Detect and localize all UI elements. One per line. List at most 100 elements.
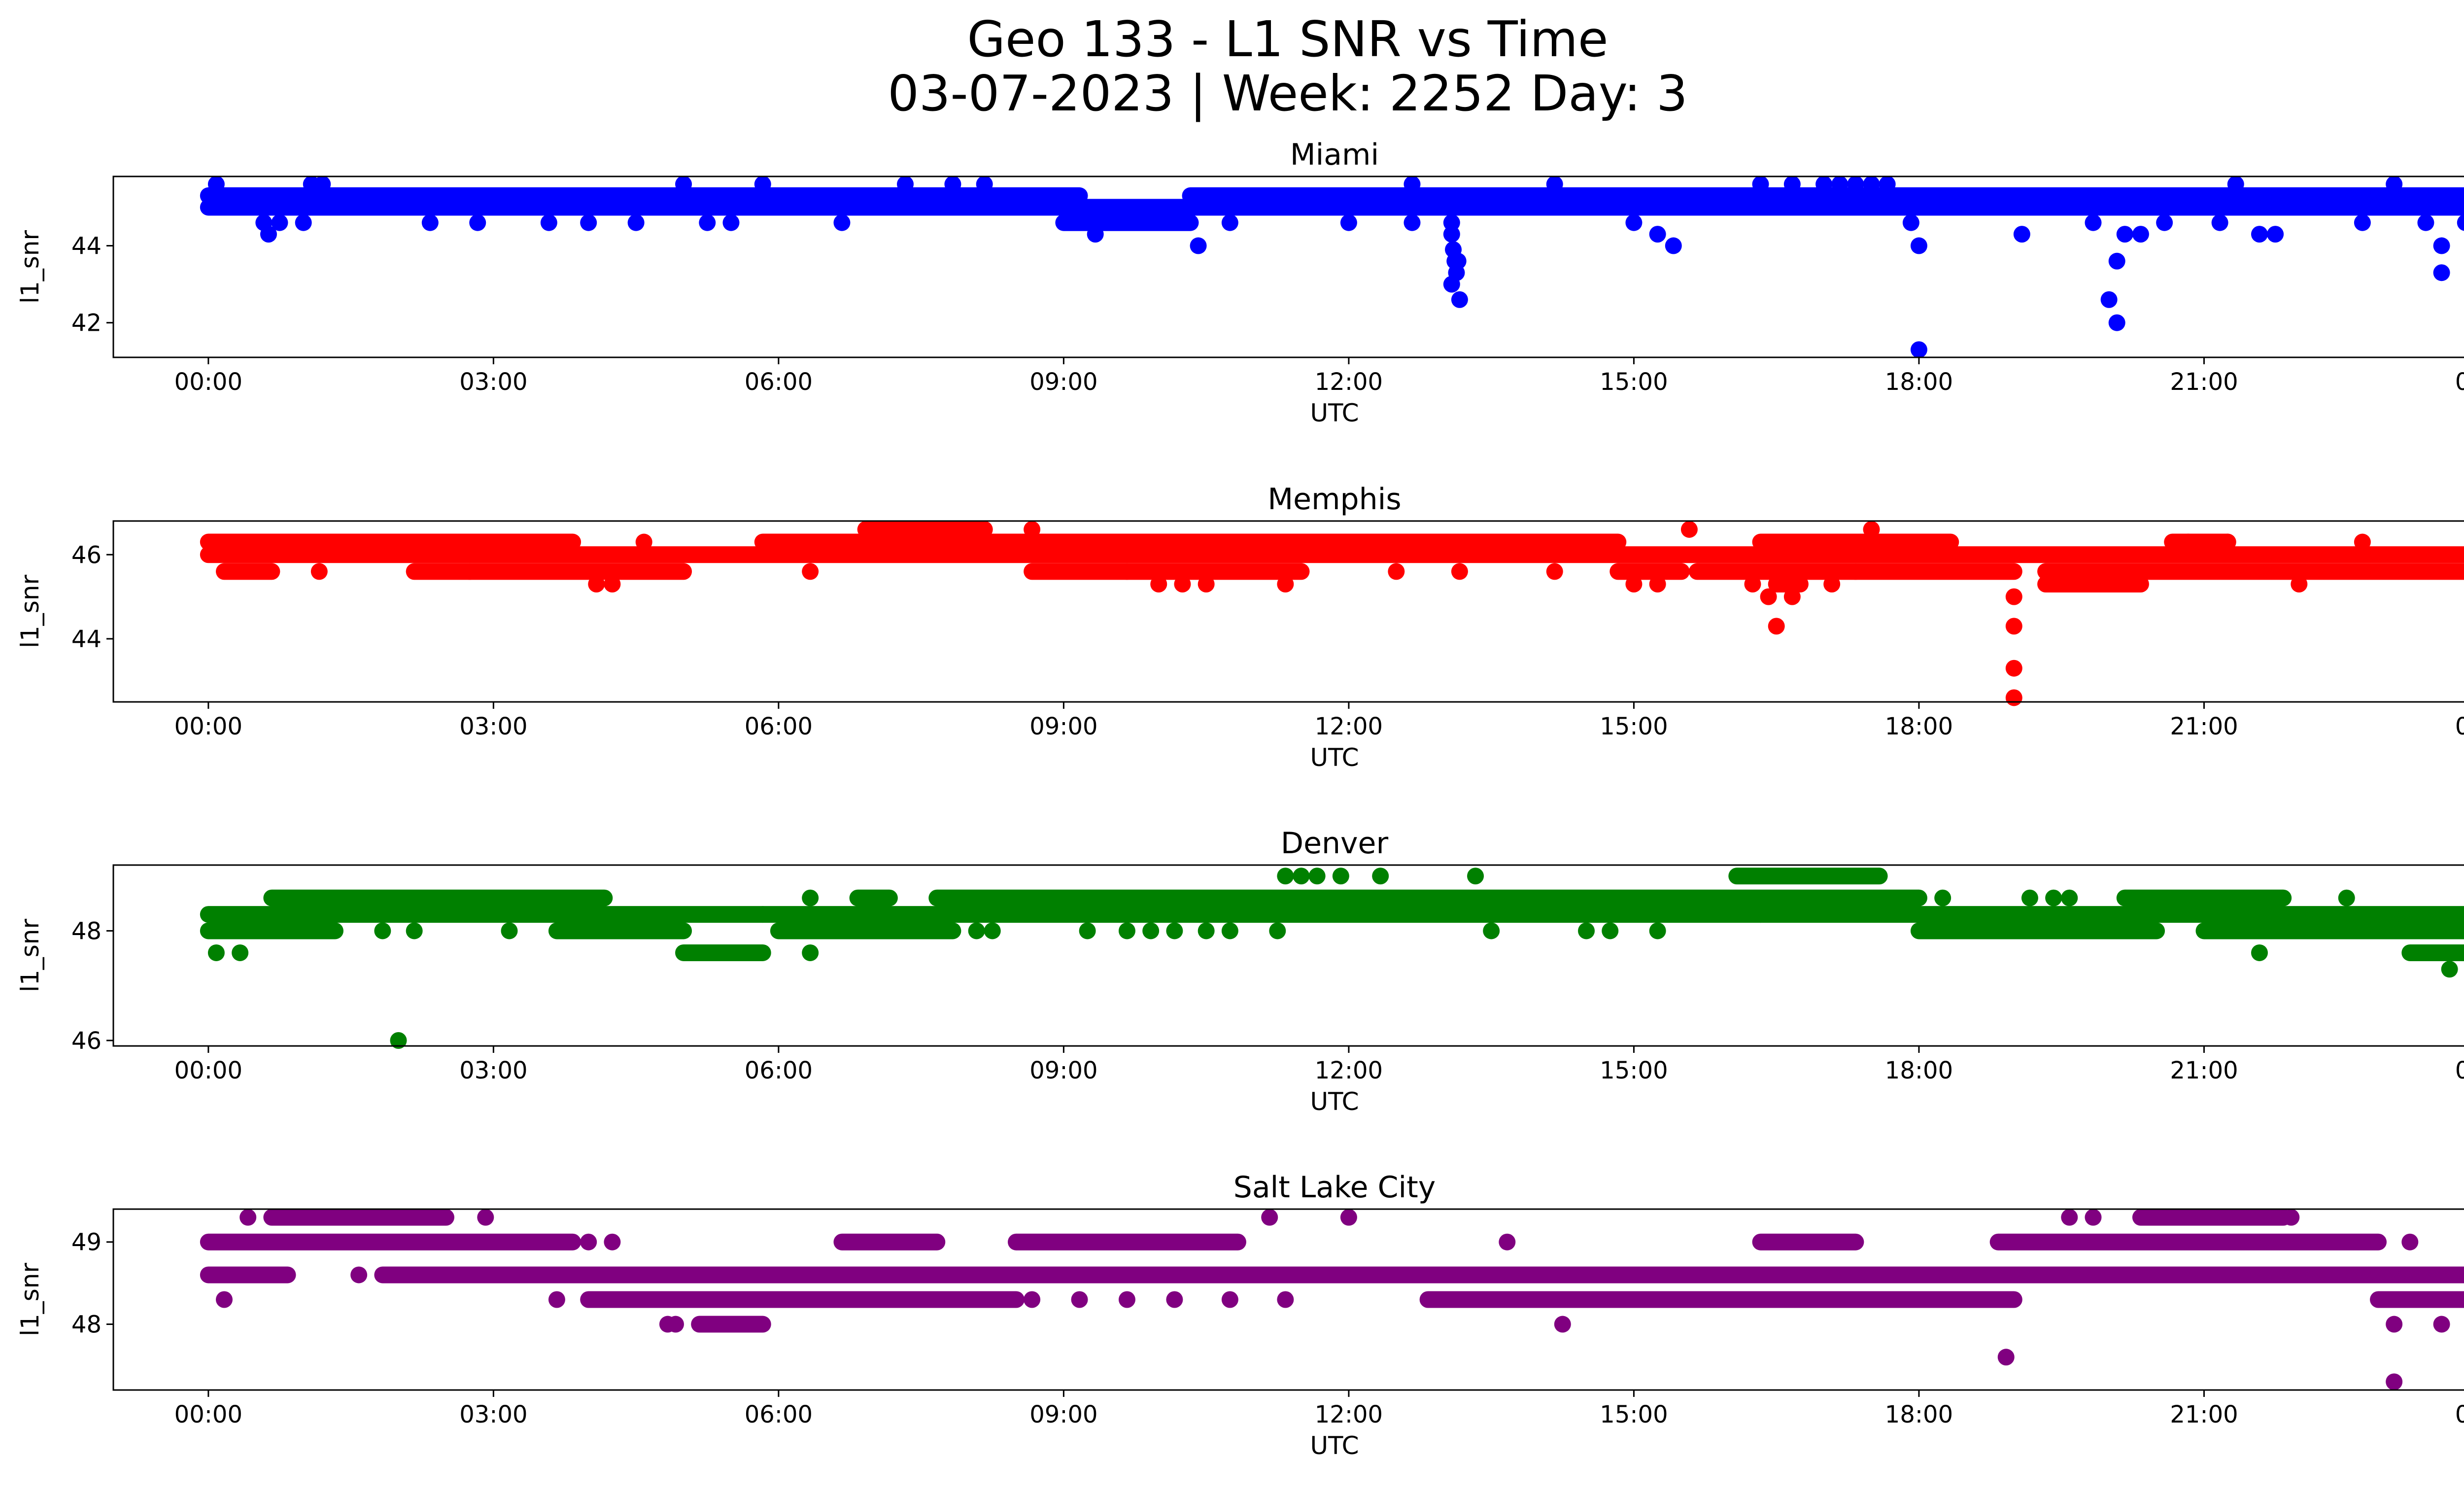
data-point <box>1483 922 1500 939</box>
data-point <box>240 1209 257 1226</box>
data-band <box>1910 922 2165 939</box>
axes-frame <box>112 1208 2464 1391</box>
data-point <box>2045 889 2062 906</box>
data-band <box>406 563 692 580</box>
data-point <box>2219 533 2236 551</box>
x-axis-label: UTC <box>1310 399 1359 427</box>
data-band <box>1024 563 1135 580</box>
y-tick-label: 46 <box>71 1027 102 1055</box>
data-band <box>928 889 1927 906</box>
data-point <box>2005 689 2022 706</box>
data-point <box>2291 576 2308 593</box>
data-point <box>802 944 819 961</box>
subplot-title: Salt Lake City <box>1233 1170 1436 1205</box>
data-point <box>1902 214 1919 231</box>
data-point <box>1768 618 1785 635</box>
data-point <box>1625 576 1643 593</box>
data-point <box>2180 533 2197 551</box>
data-point <box>2108 314 2125 331</box>
data-point <box>1221 922 1238 939</box>
data-point <box>1467 868 1484 885</box>
data-point <box>1024 1291 1041 1308</box>
x-tick-label: 00:00 <box>2455 368 2464 396</box>
data-point <box>1118 1291 1135 1308</box>
data-point <box>1198 922 1215 939</box>
data-band <box>1609 563 1690 580</box>
data-point <box>1190 237 1207 254</box>
data-point <box>1783 588 1801 605</box>
data-band <box>1118 563 1310 580</box>
data-band <box>1989 1233 2387 1251</box>
y-axis-label: l1_snr <box>16 230 44 304</box>
data-point <box>627 214 645 231</box>
data-point <box>1449 252 1467 270</box>
data-point <box>604 1233 621 1251</box>
data-point <box>2156 214 2173 231</box>
subplot-2: Denver 00:00 03:00 06:00 09:00 12:00 15:00 18:0… <box>16 826 2464 1116</box>
data-point <box>314 175 331 193</box>
data-point <box>1546 563 1563 580</box>
data-point <box>501 922 518 939</box>
data-point <box>548 1291 565 1308</box>
data-point <box>2021 889 2038 906</box>
data-point <box>1783 175 1801 193</box>
data-point <box>833 214 851 231</box>
data-point <box>1934 889 1951 906</box>
data-point <box>1340 1209 1357 1226</box>
data-band <box>2370 1291 2464 1308</box>
data-point <box>271 214 288 231</box>
data-point <box>1166 922 1183 939</box>
data-band <box>1752 533 1959 551</box>
data-point <box>215 1291 233 1308</box>
data-band <box>1728 868 1888 885</box>
y-tick-label: 44 <box>71 626 102 653</box>
data-point <box>2251 944 2268 961</box>
data-point <box>1024 521 1041 538</box>
data-point <box>635 533 652 551</box>
data-point <box>1625 214 1643 231</box>
data-point <box>2005 618 2022 635</box>
x-tick-label: 18:00 <box>1885 1401 1953 1428</box>
data-band <box>580 1291 1025 1308</box>
data-point <box>1166 1291 1183 1308</box>
x-tick-label: 03:00 <box>459 1401 527 1428</box>
data-point <box>295 214 312 231</box>
x-tick-label: 15:00 <box>1600 1401 1668 1428</box>
x-tick-label: 00:00 <box>2455 713 2464 740</box>
x-tick-label: 12:00 <box>1315 713 1383 740</box>
data-point <box>477 1209 494 1226</box>
x-tick-label: 12:00 <box>1315 368 1383 396</box>
data-point <box>1665 237 1682 254</box>
data-point <box>2433 237 2450 254</box>
data-point <box>1649 226 1666 243</box>
data-point <box>675 175 692 193</box>
data-point <box>1546 175 1563 193</box>
data-band <box>374 1266 692 1284</box>
data-point <box>1863 521 1880 538</box>
data-point <box>260 226 277 243</box>
data-point <box>2061 1209 2078 1226</box>
data-point <box>1332 868 1349 885</box>
data-point <box>2061 889 2078 906</box>
x-tick-label: 09:00 <box>1029 1401 1097 1428</box>
data-point <box>1277 1291 1294 1308</box>
x-tick-label: 21:00 <box>2170 368 2238 396</box>
x-tick-label: 21:00 <box>2170 1057 2238 1084</box>
data-point <box>1269 922 1286 939</box>
data-point <box>1443 276 1460 293</box>
data-point <box>2211 214 2228 231</box>
data-point <box>1879 175 1896 193</box>
x-tick-label: 00:00 <box>174 1057 242 1084</box>
data-point <box>469 214 486 231</box>
data-point <box>1308 868 1326 885</box>
data-point <box>1649 576 1666 593</box>
x-tick-label: 21:00 <box>2170 713 2238 740</box>
data-point <box>1831 175 1848 193</box>
data-point <box>2100 291 2118 308</box>
data-band <box>200 906 771 923</box>
data-band <box>857 521 993 538</box>
data-point <box>1823 576 1841 593</box>
data-band <box>200 533 582 551</box>
data-band <box>754 906 2464 923</box>
data-point <box>976 175 993 193</box>
